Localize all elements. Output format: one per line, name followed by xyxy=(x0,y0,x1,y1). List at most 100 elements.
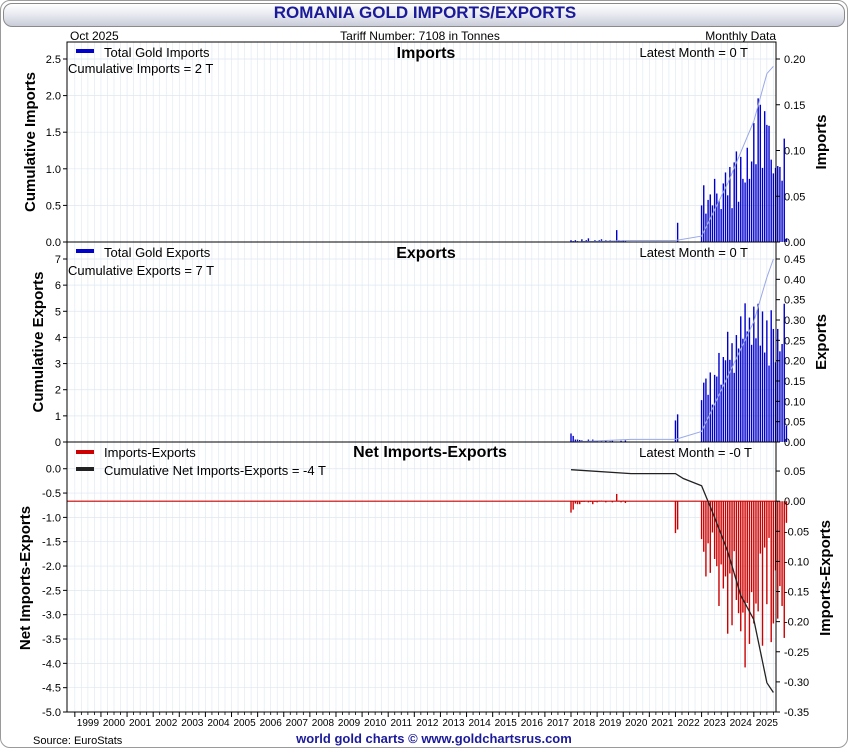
net-bar xyxy=(579,501,581,505)
net-bar xyxy=(611,501,614,503)
exports-cumulative-line xyxy=(570,258,774,443)
net-bar xyxy=(733,501,735,552)
x-tick-label: 2011 xyxy=(391,718,413,729)
exports-bar xyxy=(755,338,757,442)
exports-right-tick-label: 0.25 xyxy=(784,335,805,347)
x-tick-label: 2004 xyxy=(207,718,230,729)
exports-right-tick-label: 0.05 xyxy=(784,417,805,429)
x-tick-label: 2010 xyxy=(364,718,387,729)
x-tick-label: 2014 xyxy=(468,718,491,729)
imports-bar xyxy=(718,200,720,242)
exports-bar xyxy=(722,357,725,442)
imports-bar xyxy=(707,199,709,242)
x-tick-label: 2008 xyxy=(312,718,335,729)
net-bar xyxy=(735,501,738,600)
imports-right-tick-label: 0.15 xyxy=(784,100,805,112)
net-bar xyxy=(748,501,751,644)
exports-left-tick-label: 3 xyxy=(55,359,61,371)
x-tick-label: 2013 xyxy=(442,718,465,729)
exports-bar xyxy=(724,360,727,442)
x-tick-label: 2003 xyxy=(181,718,204,729)
imports-bar xyxy=(703,185,705,242)
imports-right-axis-label: Imports xyxy=(813,114,830,169)
imports-bar xyxy=(733,162,735,242)
imports-left-tick-label: 2.5 xyxy=(46,54,61,66)
exports-bar xyxy=(709,372,711,442)
net-bar xyxy=(746,501,748,603)
x-tick-label: 2005 xyxy=(233,718,256,729)
net-bar xyxy=(740,501,742,632)
net-bar xyxy=(731,501,733,626)
net-bar xyxy=(759,501,762,554)
exports-bar xyxy=(674,420,677,442)
exports-bar xyxy=(579,439,581,442)
x-tick-label: 2017 xyxy=(547,718,570,729)
imports-bar xyxy=(785,238,788,242)
net-bar xyxy=(763,501,766,548)
exports-bar xyxy=(572,435,574,442)
exports-bar xyxy=(611,440,614,442)
exports-bar xyxy=(718,352,720,442)
imports-left-tick-label: 0.0 xyxy=(46,237,61,249)
net-legend-swatch xyxy=(76,450,94,454)
exports-left-tick-label: 7 xyxy=(55,254,61,266)
exports-bar xyxy=(726,331,729,442)
net-bar xyxy=(587,501,590,503)
exports-bar xyxy=(700,400,703,442)
imports-left-axis-label: Cumulative Imports xyxy=(22,72,39,212)
imports-right-tick-label: 0.00 xyxy=(784,237,805,249)
imports-bar xyxy=(761,167,764,242)
exports-right-tick-label: 0.45 xyxy=(784,254,805,266)
net-right-tick-label: -0.25 xyxy=(784,647,809,659)
exports-right-tick-label: 0.40 xyxy=(784,274,805,286)
net-bar xyxy=(755,501,757,604)
source-note: Source: EuroStats xyxy=(33,735,123,747)
imports-bar xyxy=(748,178,751,242)
imports-left-tick-label: 2.0 xyxy=(46,91,61,103)
exports-bar xyxy=(570,433,572,442)
net-bar xyxy=(742,501,744,613)
exports-right-tick-label: 0.10 xyxy=(784,396,805,408)
net-bar xyxy=(713,501,716,559)
net-left-tick-label: -1.5 xyxy=(42,537,61,549)
x-tick-label: 2022 xyxy=(677,718,700,729)
x-tick-label: 2023 xyxy=(704,718,727,729)
net-bar xyxy=(737,501,740,614)
net-left-tick-label: -2.0 xyxy=(42,561,61,573)
x-tick-label: 2012 xyxy=(416,718,439,729)
net-right-tick-label: -0.30 xyxy=(784,677,809,689)
grid-layer xyxy=(67,42,776,713)
exports-cumulative-label: Cumulative Exports = 7 T xyxy=(68,263,214,278)
exports-right-axis-label: Exports xyxy=(813,314,830,370)
net-bar xyxy=(722,501,725,589)
text-layer: Oct 2025 Tariff Number: 7108 in Tonnes M… xyxy=(17,29,834,747)
imports-bar xyxy=(735,151,738,242)
imports-bar xyxy=(574,240,577,242)
net-left-tick-label: 0.0 xyxy=(46,464,61,476)
exports-bar xyxy=(731,343,733,442)
exports-bar xyxy=(783,303,785,442)
imports-bar xyxy=(616,230,618,242)
imports-right-tick-label: 0.05 xyxy=(784,191,805,203)
exports-bar xyxy=(777,328,779,442)
imports-bar xyxy=(724,172,727,242)
net-bar xyxy=(729,501,731,574)
exports-left-tick-label: 1 xyxy=(55,411,61,423)
exports-bar xyxy=(759,345,762,442)
imports-bar xyxy=(585,240,587,242)
exports-left-tick-label: 4 xyxy=(55,332,61,344)
exports-right-tick-label: 0.30 xyxy=(784,315,805,327)
imports-bar xyxy=(755,164,757,242)
imports-bar xyxy=(722,183,725,242)
net-bar xyxy=(753,501,755,624)
net-bar xyxy=(703,501,705,552)
imports-cumulative-line xyxy=(570,65,774,243)
net-bar xyxy=(757,501,759,612)
exports-bar xyxy=(761,311,764,442)
exports-bar xyxy=(757,303,759,442)
net-right-tick-label: 0.05 xyxy=(784,466,805,478)
imports-left-tick-label: 0.5 xyxy=(46,200,61,212)
imports-bar xyxy=(711,205,714,242)
net-bar xyxy=(605,501,607,503)
